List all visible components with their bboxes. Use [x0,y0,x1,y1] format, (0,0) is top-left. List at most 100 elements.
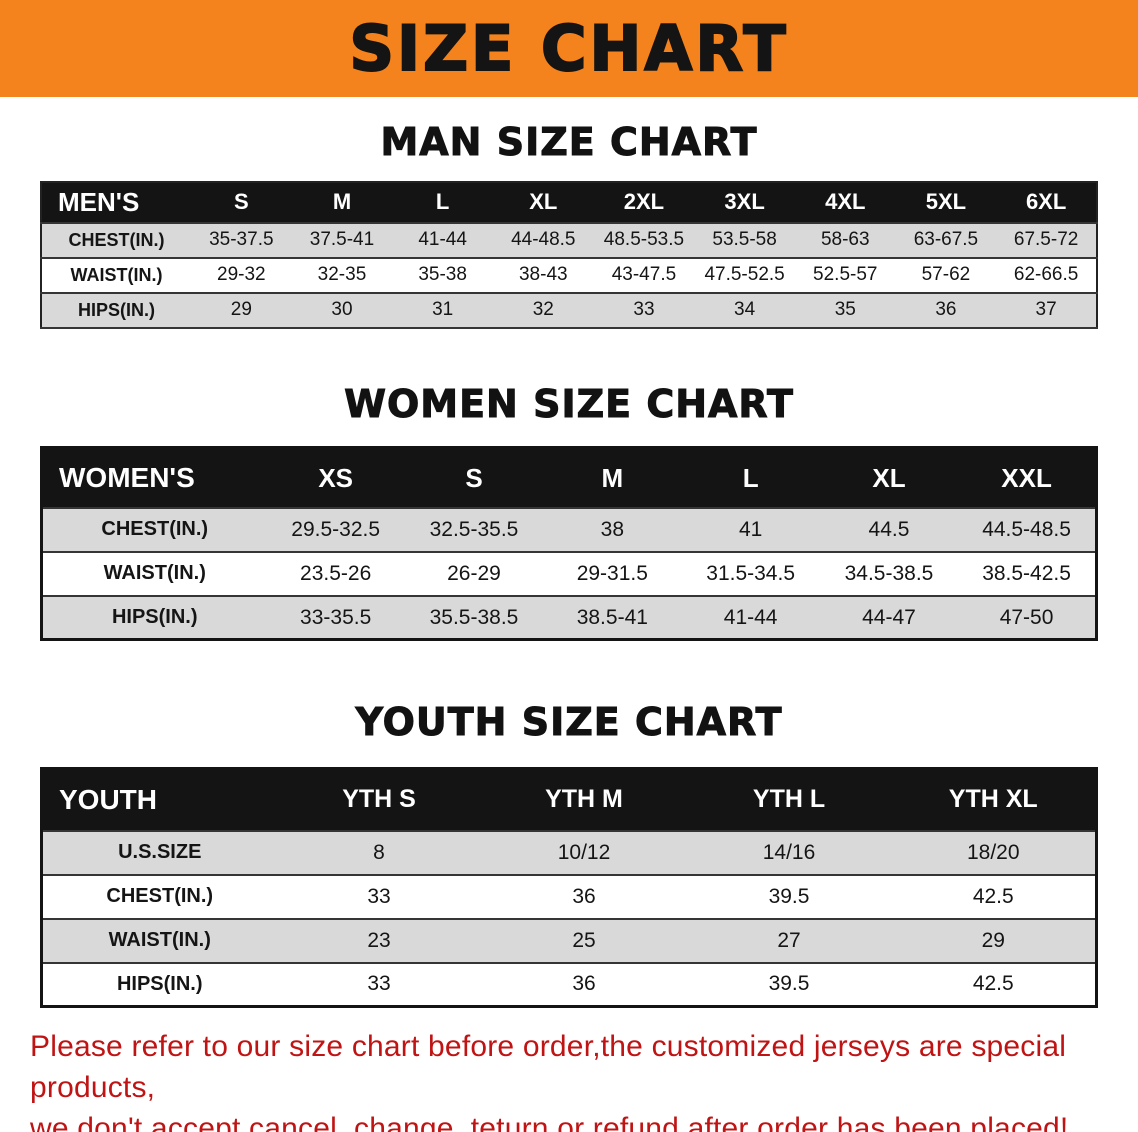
youth-section-heading: YOUTH SIZE CHART [355,700,783,745]
row-label-cell: CHEST(IN.) [41,221,191,259]
row-label-cell: HIPS(IN.) [41,594,267,641]
men-size-table: MEN'S S M L XL 2XL 3XL 4XL 5XL 6XL CHEST(IN.) 35-37… [40,180,1098,329]
disclaimer-line-2: we don't accept cancel, change, teturn o… [30,1112,1069,1132]
row-label-cell: CHEST(IN.) [41,506,267,553]
size-header-cell: M [291,181,393,223]
value-cell: 36 [481,961,687,1008]
size-header-cell: 6XL [996,181,1097,223]
value-cell: 33 [276,961,482,1008]
size-header-cell: YTH XL [891,768,1097,831]
value-cell: 23.5-26 [266,550,405,597]
table-title-cell: MEN'S [41,181,191,223]
value-cell: 37 [996,291,1097,329]
size-header-cell: 4XL [794,181,896,223]
value-cell: 63-67.5 [895,221,997,259]
men-section-heading: MAN SIZE CHART [380,120,758,164]
value-cell: 47.5-52.5 [694,256,795,294]
value-cell: 29 [191,291,292,329]
table-row: HIPS(IN.) 33-35.5 35.5-38.5 38.5-41 41-44 44-… [41,594,1097,641]
size-header-cell: XXL [958,447,1097,508]
value-cell: 44.5 [819,506,959,553]
value-cell: 35.5-38.5 [404,594,544,641]
value-cell: 38 [543,506,682,553]
women-size-table: WOMEN'S XS S M L XL XXL CHEST(IN.) 29.5-32.5 32.5… [40,446,1098,642]
row-label-cell: HIPS(IN.) [41,961,277,1008]
value-cell: 26-29 [404,550,544,597]
table-row: U.S.SIZE 8 10/12 14/16 18/20 [41,829,1097,876]
value-cell: 52.5-57 [794,256,896,294]
value-cell: 35 [794,291,896,329]
value-cell: 33 [276,873,482,920]
size-header-cell: S [191,181,292,223]
table-row: CHEST(IN.) 29.5-32.5 32.5-35.5 38 41 44.5 44.5… [41,506,1097,553]
value-cell: 37.5-41 [291,221,393,259]
table-title-cell: WOMEN'S [41,447,267,508]
value-cell: 44-48.5 [492,221,594,259]
table-row: HIPS(IN.) 33 36 39.5 42.5 [41,961,1097,1008]
size-header-cell: YTH L [686,768,892,831]
value-cell: 58-63 [794,221,896,259]
value-cell: 62-66.5 [996,256,1097,294]
value-cell: 32-35 [291,256,393,294]
value-cell: 30 [291,291,393,329]
value-cell: 67.5-72 [996,221,1097,259]
size-header-cell: M [543,447,682,508]
table-header-row: WOMEN'S XS S M L XL XXL [41,447,1097,508]
value-cell: 41-44 [681,594,820,641]
value-cell: 33 [593,291,695,329]
page-title: SIZE CHART [348,11,789,85]
value-cell: 43-47.5 [593,256,695,294]
value-cell: 23 [276,917,482,964]
value-cell: 32.5-35.5 [404,506,544,553]
table-row: HIPS(IN.) 29 30 31 32 33 34 35 36 37 [41,291,1097,329]
table-row: CHEST(IN.) 35-37.5 37.5-41 41-44 44-48.5 48.5… [41,221,1097,259]
value-cell: 36 [481,873,687,920]
value-cell: 31 [392,291,493,329]
table-row: WAIST(IN.) 23 25 27 29 [41,917,1097,964]
size-header-cell: XL [492,181,594,223]
value-cell: 31.5-34.5 [681,550,820,597]
size-header-cell: YTH M [481,768,687,831]
row-label-cell: WAIST(IN.) [41,256,191,294]
table-row: WAIST(IN.) 23.5-26 26-29 29-31.5 31.5-34.5 34… [41,550,1097,597]
youth-size-table: YOUTH YTH S YTH M YTH L YTH XL U.S.SIZE 8 10/12… [40,767,1098,1009]
value-cell: 44.5-48.5 [958,506,1097,553]
size-header-cell: 3XL [694,181,795,223]
value-cell: 36 [895,291,997,329]
banner: SIZE CHART [0,0,1138,97]
value-cell: 39.5 [686,961,892,1008]
value-cell: 10/12 [481,829,687,876]
table-row: CHEST(IN.) 33 36 39.5 42.5 [41,873,1097,920]
value-cell: 29-31.5 [543,550,682,597]
value-cell: 27 [686,917,892,964]
value-cell: 34 [694,291,795,329]
size-header-cell: S [404,447,544,508]
size-header-cell: XL [819,447,959,508]
table-title-cell: YOUTH [41,768,277,831]
table-header-row: MEN'S S M L XL 2XL 3XL 4XL 5XL 6XL [41,181,1097,223]
value-cell: 48.5-53.5 [593,221,695,259]
row-label-cell: U.S.SIZE [41,829,277,876]
value-cell: 57-62 [895,256,997,294]
value-cell: 53.5-58 [694,221,795,259]
value-cell: 41-44 [392,221,493,259]
size-header-cell: YTH S [276,768,482,831]
value-cell: 35-38 [392,256,493,294]
value-cell: 29 [891,917,1097,964]
disclaimer-line-1: Please refer to our size chart before or… [30,1030,1067,1105]
value-cell: 25 [481,917,687,964]
table-row: WAIST(IN.) 29-32 32-35 35-38 38-43 43-47.5 47.… [41,256,1097,294]
size-header-cell: L [681,447,820,508]
size-header-cell: 5XL [895,181,997,223]
disclaimer: Please refer to our size chart before or… [30,1026,1108,1132]
value-cell: 44-47 [819,594,959,641]
women-section-heading: WOMEN SIZE CHART [344,381,794,426]
row-label-cell: CHEST(IN.) [41,873,277,920]
value-cell: 14/16 [686,829,892,876]
value-cell: 47-50 [958,594,1097,641]
size-header-cell: XS [266,447,405,508]
value-cell: 29-32 [191,256,292,294]
value-cell: 18/20 [891,829,1097,876]
size-header-cell: 2XL [593,181,695,223]
